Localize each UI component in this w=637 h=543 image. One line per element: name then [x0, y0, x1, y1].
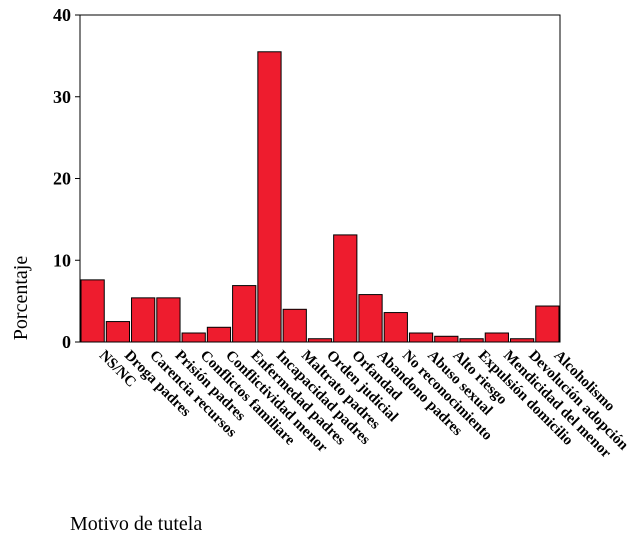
y-tick-label: 40: [53, 5, 71, 25]
bar: [257, 51, 282, 343]
bar: [232, 285, 257, 343]
y-tick-label: 20: [53, 169, 71, 189]
bar: [383, 312, 408, 343]
bar: [307, 338, 333, 343]
x-axis-title: Motivo de tutela: [70, 513, 202, 535]
y-axis-title: Porcentaje: [10, 256, 32, 341]
bar: [156, 297, 181, 343]
y-tick-label: 10: [53, 250, 71, 270]
bar: [459, 338, 484, 343]
bar: [181, 332, 206, 343]
bar: [509, 338, 535, 343]
bar: [206, 326, 232, 343]
bar: [408, 332, 434, 343]
bar: [131, 297, 156, 343]
bar: [105, 321, 131, 343]
bar: [484, 332, 509, 343]
bar: [282, 308, 307, 343]
y-tick-label: 0: [62, 332, 71, 352]
bar: [434, 335, 459, 343]
bar: [358, 294, 383, 343]
bar: [535, 305, 560, 343]
bar: [333, 234, 358, 343]
y-tick-label: 30: [53, 87, 71, 107]
bar: [80, 279, 105, 343]
plot-area: [79, 14, 561, 343]
